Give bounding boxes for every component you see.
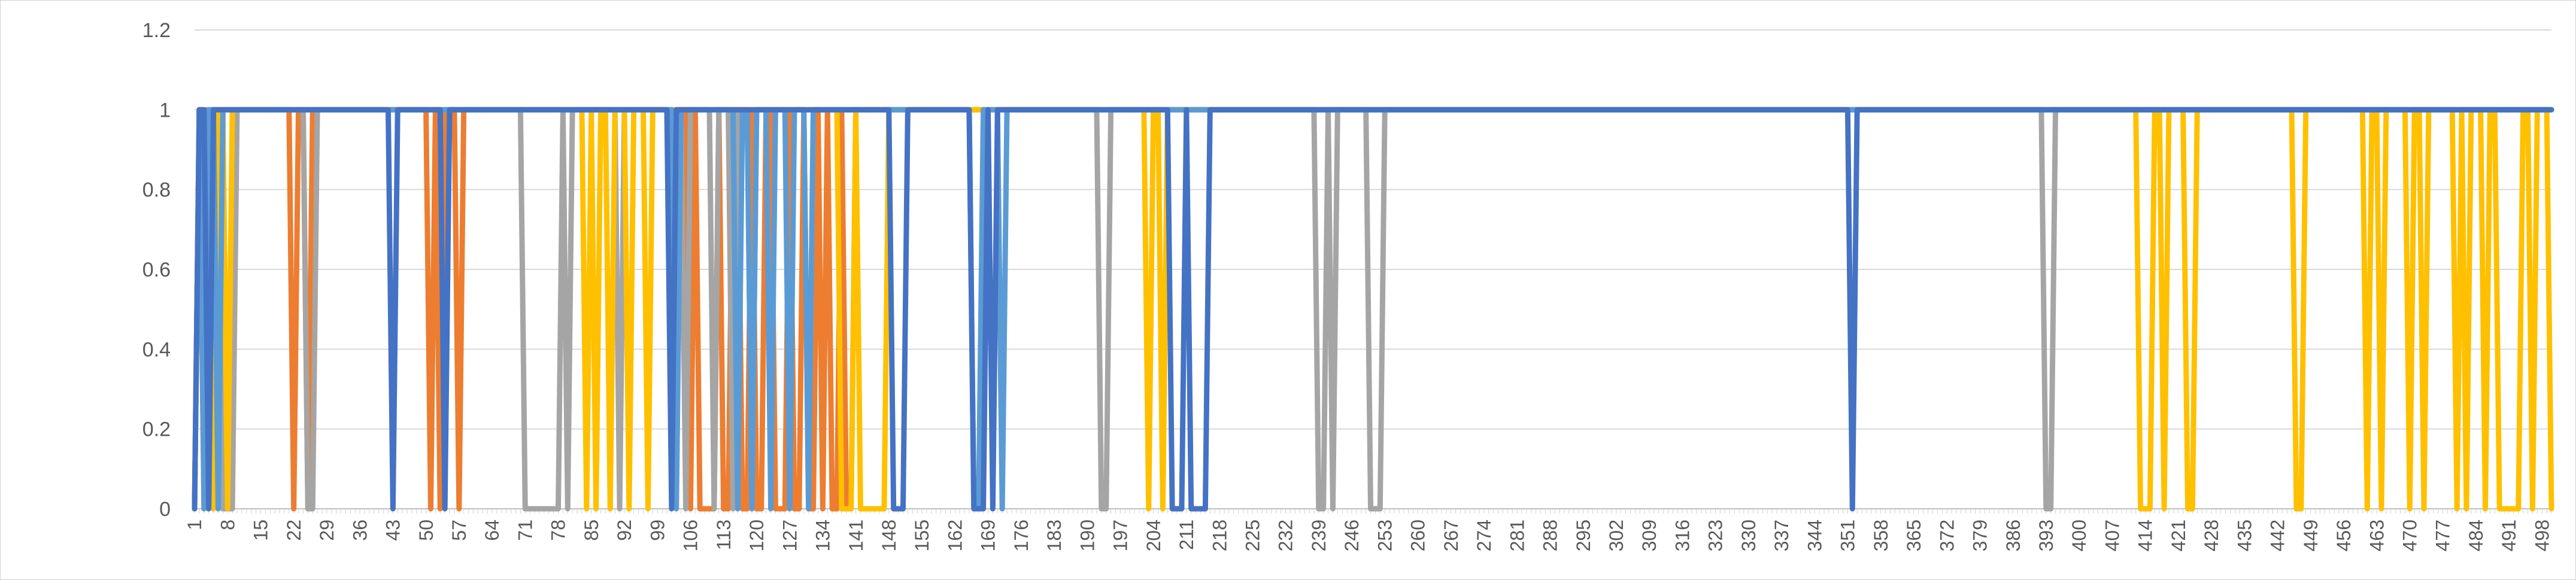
y-tick-label: 0.2 (142, 418, 171, 441)
x-tick-label: 295 (1573, 520, 1594, 551)
x-axis-tick-labels: 1 8 15 22 29 36 43 50 57 64 71 78 85 92 99 106 113 120 127… (184, 520, 2553, 551)
x-tick-label: 15 (250, 520, 272, 541)
x-tick-label: 414 (2135, 520, 2156, 551)
x-tick-label: 309 (1639, 520, 1660, 551)
x-tick-label: 8 (217, 520, 238, 530)
x-tick-label: 407 (2101, 520, 2123, 551)
x-tick-label: 274 (1473, 520, 1495, 551)
x-tick-label: 302 (1606, 520, 1627, 551)
x-tick-label: 246 (1341, 520, 1363, 551)
x-tick-label: 421 (2168, 520, 2189, 551)
x-tick-label: 351 (1837, 520, 1859, 551)
x-tick-label: 71 (514, 520, 536, 541)
x-tick-label: 491 (2498, 520, 2520, 551)
x-tick-label: 64 (481, 520, 503, 541)
x-tick-label: 428 (2201, 520, 2222, 551)
y-tick-label: 1.2 (142, 19, 171, 42)
x-tick-label: 400 (2068, 520, 2090, 551)
x-tick-label: 232 (1275, 520, 1297, 551)
y-axis-tick-labels: 0 0.2 0.4 0.6 0.8 1 1.2 (142, 19, 171, 521)
x-tick-label: 204 (1143, 520, 1164, 551)
x-tick-label: 470 (2399, 520, 2421, 551)
x-tick-label: 267 (1440, 520, 1462, 551)
y-tick-label: 0 (159, 498, 171, 521)
x-tick-label: 197 (1110, 520, 1131, 551)
x-tick-label: 162 (944, 520, 966, 551)
x-tick-label: 78 (548, 520, 569, 541)
x-tick-label: 190 (1076, 520, 1098, 551)
x-tick-label: 358 (1870, 520, 1892, 551)
x-tick-label: 316 (1671, 520, 1693, 551)
series-line-5 (192, 107, 2554, 512)
x-tick-label: 43 (383, 520, 404, 541)
y-tick-label: 0.6 (142, 259, 171, 281)
x-tick-label: 281 (1506, 520, 1528, 551)
x-tick-label: 449 (2300, 520, 2322, 551)
x-tick-label: 36 (349, 520, 371, 541)
x-tick-label: 141 (845, 520, 867, 551)
x-tick-label: 134 (812, 520, 834, 551)
x-tick-label: 211 (1176, 520, 1197, 550)
x-tick-label: 344 (1804, 520, 1825, 551)
x-tick-label: 57 (448, 520, 470, 541)
x-tick-label: 337 (1771, 520, 1792, 551)
x-tick-label: 435 (2234, 520, 2255, 551)
y-tick-label: 1 (159, 99, 171, 122)
x-tick-label: 1 (184, 520, 205, 530)
x-tick-label: 288 (1540, 520, 1561, 551)
x-tick-label: 225 (1242, 520, 1264, 551)
x-tick-label: 463 (2366, 520, 2387, 551)
x-tick-label: 253 (1374, 520, 1395, 551)
x-tick-label: 218 (1209, 520, 1230, 551)
x-tick-label: 477 (2432, 520, 2454, 551)
x-tick-label: 442 (2267, 520, 2289, 551)
x-tick-label: 365 (1903, 520, 1925, 551)
x-tick-label: 183 (1043, 520, 1065, 551)
x-tick-label: 169 (978, 520, 999, 551)
x-tick-label: 148 (878, 520, 900, 551)
x-tick-label: 29 (316, 520, 338, 541)
x-tick-label: 260 (1407, 520, 1429, 551)
x-tick-label: 92 (614, 520, 635, 541)
x-tick-label: 239 (1308, 520, 1330, 551)
x-tick-label: 22 (283, 520, 305, 541)
series-line-3 (192, 107, 2554, 512)
series-layer (192, 107, 2554, 512)
x-tick-label: 379 (1970, 520, 1991, 551)
x-tick-label: 155 (911, 520, 933, 551)
y-tick-label: 0.8 (142, 179, 171, 202)
x-tick-label: 323 (1705, 520, 1727, 551)
x-tick-label: 85 (581, 520, 602, 541)
x-tick-label: 99 (647, 520, 668, 541)
x-tick-label: 372 (1936, 520, 1958, 551)
x-tick-label: 127 (779, 520, 800, 551)
x-tick-label: 113 (713, 520, 735, 550)
x-tick-label: 120 (746, 520, 767, 551)
x-tick-label: 176 (1011, 520, 1032, 551)
x-tick-label: 50 (415, 520, 437, 541)
x-tick-label: 106 (680, 520, 702, 551)
x-tick-label: 484 (2465, 520, 2487, 551)
y-tick-label: 0.4 (142, 338, 171, 361)
x-tick-label: 330 (1738, 520, 1759, 551)
x-tick-label: 386 (2002, 520, 2024, 551)
x-tick-label: 456 (2333, 520, 2354, 551)
x-tick-label: 393 (2035, 520, 2057, 551)
x-tick-label: 498 (2531, 520, 2553, 551)
